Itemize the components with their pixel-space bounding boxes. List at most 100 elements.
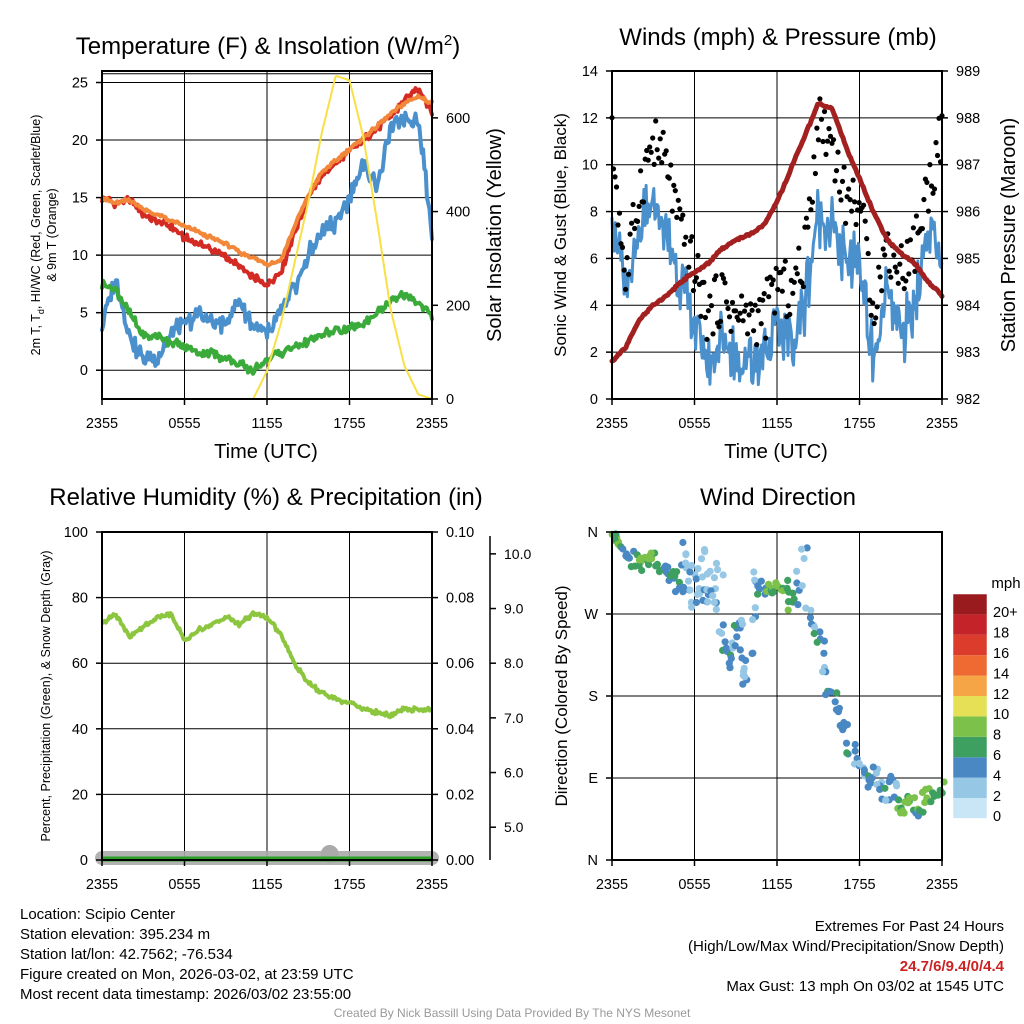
gust-point — [892, 264, 898, 270]
humidity-grid — [102, 532, 432, 860]
direction-point — [793, 579, 801, 587]
gust-point — [678, 216, 684, 222]
gust-point — [868, 312, 874, 318]
gust-point — [752, 302, 758, 308]
gust-point — [790, 290, 796, 296]
gust-point — [654, 147, 660, 153]
insolation-ytick-right-label: 400 — [446, 205, 470, 221]
gust-point — [871, 320, 877, 327]
gust-point — [821, 108, 828, 115]
insolation-ytick-right-label: 0 — [446, 392, 454, 408]
temperature-axes: 2355 0555 1155 1755 2355 0 5 10 15 20 25 0 200 400 600 — [72, 76, 470, 432]
direction-point — [820, 637, 829, 645]
gust-point — [707, 293, 713, 299]
temperature-xlabel: Time (UTC) — [214, 441, 318, 463]
gust-point — [814, 125, 820, 131]
gust-point — [924, 179, 930, 185]
winds-xtick-label: 2355 — [926, 416, 958, 432]
winds-panel-title: Winds (mph) & Pressure (mb) — [619, 24, 936, 51]
direction-point — [727, 654, 735, 663]
gust-point — [830, 137, 837, 143]
legend-label: 8 — [993, 728, 1001, 744]
direction-point — [692, 575, 700, 583]
gust-point — [740, 318, 746, 324]
precip-ytick-right-label: 0.00 — [446, 853, 474, 869]
direction-point — [748, 649, 756, 658]
gust-point — [629, 220, 635, 226]
gust-point — [805, 224, 811, 230]
humidity-ytick-label: 80 — [72, 591, 88, 607]
direction-point — [709, 592, 717, 600]
direction-point — [765, 580, 773, 588]
gust-point — [791, 279, 797, 285]
gust-point — [754, 342, 760, 348]
direction-point — [915, 806, 924, 815]
gust-point — [674, 214, 680, 220]
gust-point — [808, 207, 814, 213]
temperature-ylabel-line2: & 9m T (Orange) — [45, 188, 59, 281]
direction-point — [751, 576, 759, 584]
humidity-panel-title: Relative Humidity (%) & Precipitation (i… — [49, 484, 482, 511]
legend-swatch — [953, 634, 987, 656]
direction-point — [714, 566, 722, 574]
gust-point — [898, 243, 904, 249]
gust-point — [930, 190, 936, 196]
gust-point — [809, 199, 816, 205]
gust-point — [687, 238, 694, 244]
humidity-ytick-label: 20 — [72, 787, 88, 803]
legend-label: 2 — [993, 789, 1001, 805]
direction-point — [832, 706, 841, 714]
wind-direction-points — [608, 530, 948, 820]
legend-swatch — [953, 777, 987, 798]
direction-point — [816, 628, 824, 636]
gust-point — [793, 265, 799, 271]
gust-point — [853, 221, 859, 228]
direction-point — [833, 689, 841, 697]
gust-point — [686, 264, 692, 270]
gust-point — [903, 278, 909, 284]
direction-point — [749, 616, 757, 624]
direction-point — [881, 784, 889, 792]
winds-panel: Winds (mph) & Pressure (mb) 2355 0555 1155… — [551, 24, 1020, 463]
gust-point — [680, 212, 686, 218]
gust-point — [907, 237, 914, 243]
legend-title: mph — [991, 575, 1020, 592]
direction-point — [840, 722, 848, 731]
winds-ytick-label: 6 — [590, 251, 598, 267]
gust-point — [663, 148, 669, 154]
gust-point — [647, 144, 653, 150]
wind-direction-axes: 2355 0555 1155 1755 2355 N E S W N — [584, 525, 958, 893]
winds-ytick-label: 12 — [582, 111, 598, 127]
direction-point — [682, 551, 690, 559]
direction-point — [757, 577, 765, 585]
temperature-panel-title: Temperature (F) & Insolation (W/m2) — [76, 32, 460, 60]
direction-point — [910, 794, 919, 802]
gust-point — [619, 244, 626, 250]
gust-point — [704, 336, 710, 342]
direction-point — [731, 642, 739, 650]
direction-point — [742, 656, 750, 665]
gust-point — [841, 164, 847, 170]
legend-label: 10 — [993, 707, 1009, 723]
direction-point — [806, 614, 815, 622]
gust-point — [879, 288, 885, 294]
gust-point — [876, 264, 882, 270]
winds-grid — [612, 71, 942, 399]
humidity-panel: Relative Humidity (%) & Precipitation (i… — [39, 484, 531, 893]
direction-point — [790, 595, 798, 603]
direction-point — [719, 621, 727, 629]
gust-point — [613, 184, 620, 190]
pressure-ytick-right-label: 987 — [956, 158, 980, 174]
pressure-ytick-right-label: 982 — [956, 392, 980, 408]
gust-point — [782, 258, 788, 264]
gust-point — [836, 189, 843, 195]
gust-point — [666, 175, 672, 181]
gust-point — [850, 177, 856, 183]
gust-point — [827, 133, 834, 139]
direction-point — [826, 687, 834, 696]
gust-point — [800, 284, 807, 290]
gust-point — [760, 297, 766, 303]
gust-point — [799, 280, 805, 286]
winds-ytick-label: 4 — [590, 298, 598, 314]
direction-point — [803, 544, 811, 552]
